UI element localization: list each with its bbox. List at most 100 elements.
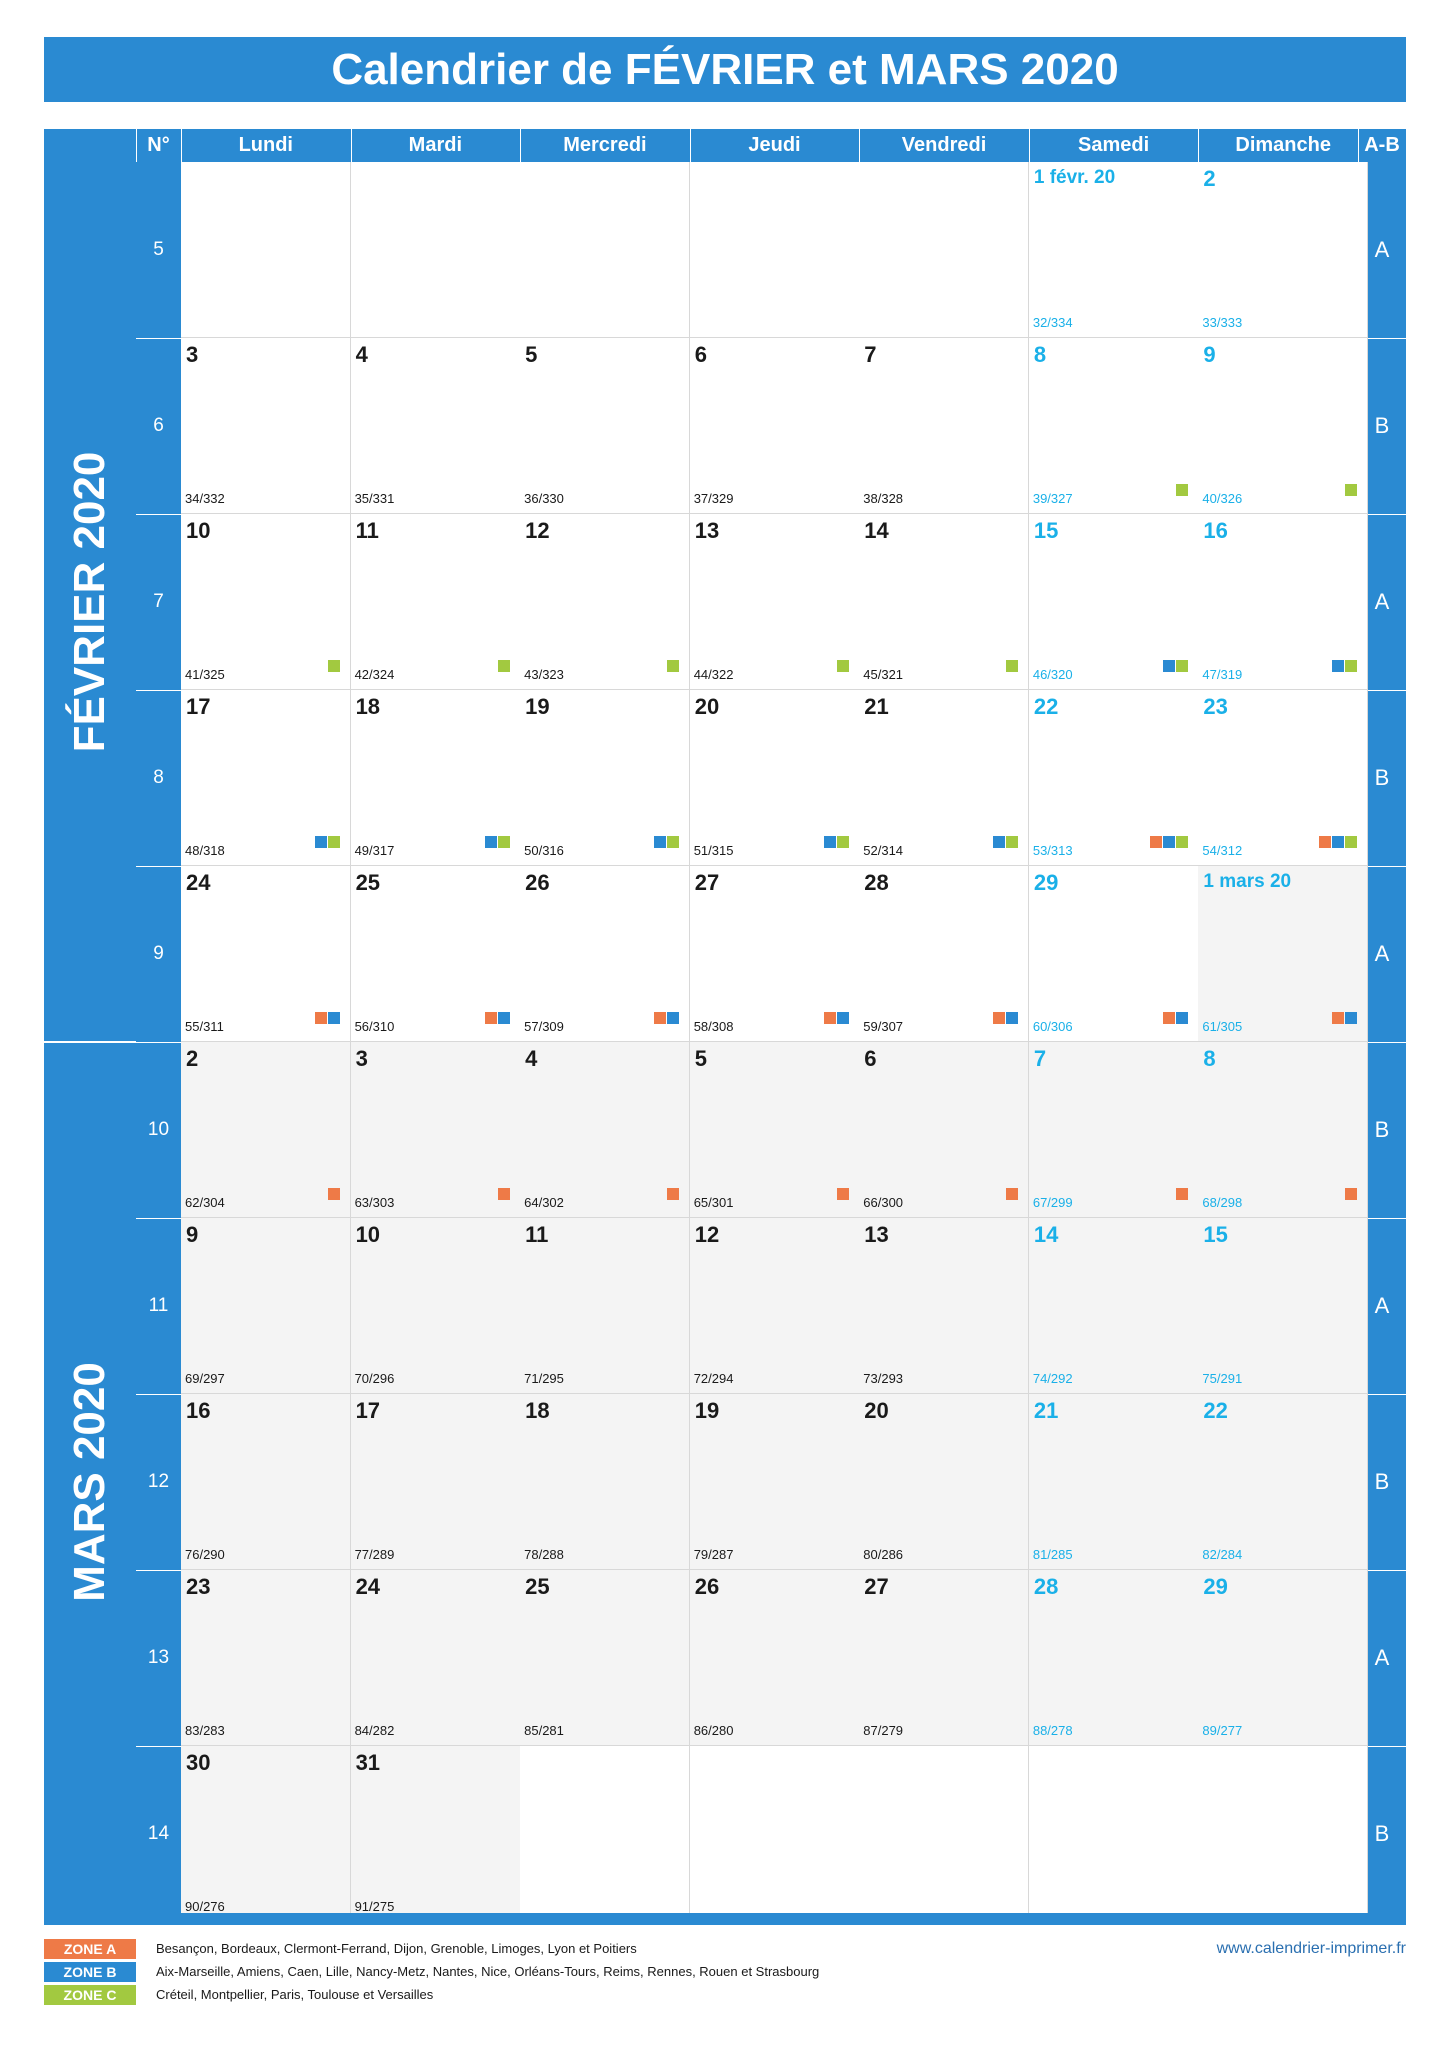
day-number: 15 bbox=[1033, 518, 1059, 543]
day-number: 23 bbox=[186, 1574, 211, 1599]
day-cell[interactable]: 26 86/280 bbox=[689, 1570, 860, 1746]
day-cell[interactable]: 6 37/329 bbox=[689, 338, 860, 514]
day-number: 16 bbox=[1203, 518, 1228, 543]
day-cell[interactable]: 29 60/306 bbox=[1028, 866, 1199, 1042]
day-cell[interactable]: 4 64/302 bbox=[520, 1042, 691, 1218]
zone-c-marker bbox=[836, 836, 849, 848]
day-cell[interactable]: 20 80/286 bbox=[859, 1394, 1030, 1570]
day-cell[interactable]: 7 38/328 bbox=[859, 338, 1030, 514]
day-cell[interactable]: 16 47/319 bbox=[1198, 514, 1369, 690]
day-cell[interactable]: 5 65/301 bbox=[689, 1042, 860, 1218]
day-cell[interactable]: 30 90/276 bbox=[181, 1746, 352, 1922]
day-number: 25 bbox=[355, 870, 381, 895]
day-cell[interactable]: 21 52/314 bbox=[859, 690, 1030, 866]
day-of-year: 72/294 bbox=[693, 1371, 734, 1386]
day-cell[interactable]: 7 67/299 bbox=[1028, 1042, 1199, 1218]
day-cell[interactable]: 15 75/291 bbox=[1198, 1218, 1369, 1394]
day-cell[interactable]: 9 40/326 bbox=[1198, 338, 1369, 514]
zone-c-marker bbox=[667, 836, 680, 848]
day-of-year: 80/286 bbox=[863, 1547, 904, 1562]
day-cell[interactable]: 1 mars 20 61/305 bbox=[1198, 866, 1369, 1042]
day-number: 17 bbox=[186, 694, 211, 719]
week-number: 14 bbox=[136, 1746, 181, 1922]
zone-badge: ZONE C bbox=[44, 1985, 136, 2005]
row-separator bbox=[1358, 1746, 1406, 1747]
day-cell[interactable]: 17 77/289 bbox=[350, 1394, 521, 1570]
zone-a-marker bbox=[315, 1012, 328, 1024]
row-separator bbox=[136, 1746, 181, 1747]
row-separator bbox=[1358, 1394, 1406, 1395]
zone-b-marker bbox=[484, 836, 497, 848]
header-day-3: Mercredi bbox=[563, 134, 647, 156]
day-cell[interactable]: 12 72/294 bbox=[689, 1218, 860, 1394]
day-cell[interactable]: 22 53/313 bbox=[1028, 690, 1199, 866]
header-day-4: Jeudi bbox=[748, 134, 801, 156]
day-number: 24 bbox=[186, 870, 211, 895]
day-cell[interactable]: 3 63/303 bbox=[350, 1042, 521, 1218]
day-cell[interactable]: 18 49/317 bbox=[350, 690, 521, 866]
day-cell[interactable]: 1 févr. 20 32/334 bbox=[1028, 162, 1199, 338]
day-cell[interactable]: 29 89/277 bbox=[1198, 1570, 1369, 1746]
day-cell[interactable]: 27 58/308 bbox=[689, 866, 860, 1042]
day-cell[interactable]: 27 87/279 bbox=[859, 1570, 1030, 1746]
day-cell[interactable]: 2 33/333 bbox=[1198, 162, 1369, 338]
day-cell[interactable]: 6 66/300 bbox=[859, 1042, 1030, 1218]
day-cell[interactable]: 12 43/323 bbox=[520, 514, 691, 690]
calendar-grid: N° Lundi Mardi Mercredi Jeudi Vendredi Samedi D… bbox=[44, 129, 1406, 1924]
day-cell[interactable]: 3 34/332 bbox=[181, 338, 352, 514]
day-cell[interactable]: 2 62/304 bbox=[181, 1042, 352, 1218]
website-link[interactable]: www.calendrier-imprimer.fr bbox=[1216, 1940, 1406, 1957]
day-cell[interactable]: 24 55/311 bbox=[181, 866, 352, 1042]
day-cell[interactable]: 19 79/287 bbox=[689, 1394, 860, 1570]
day-cell[interactable]: 17 48/318 bbox=[181, 690, 352, 866]
day-cell[interactable]: 13 44/322 bbox=[689, 514, 860, 690]
day-cell[interactable]: 10 70/296 bbox=[350, 1218, 521, 1394]
day-cell[interactable]: 26 57/309 bbox=[520, 866, 691, 1042]
day-cell[interactable]: 13 73/293 bbox=[859, 1218, 1030, 1394]
day-cell[interactable]: 16 76/290 bbox=[181, 1394, 352, 1570]
day-cell[interactable]: 25 56/310 bbox=[350, 866, 521, 1042]
zone-a-marker bbox=[328, 1188, 341, 1200]
day-cell[interactable]: 22 82/284 bbox=[1198, 1394, 1369, 1570]
week-number: 10 bbox=[136, 1042, 181, 1218]
day-cell[interactable]: 4 35/331 bbox=[350, 338, 521, 514]
day-number: 1 févr. 20 bbox=[1033, 167, 1116, 188]
day-cell[interactable]: 11 42/324 bbox=[350, 514, 521, 690]
row-separator bbox=[136, 514, 181, 515]
zone-b-marker bbox=[1162, 660, 1175, 672]
empty-day-cell bbox=[859, 1746, 1030, 1922]
day-cell[interactable]: 23 83/283 bbox=[181, 1570, 352, 1746]
zone-c-marker bbox=[1345, 836, 1358, 848]
day-cell[interactable]: 24 84/282 bbox=[350, 1570, 521, 1746]
day-cell[interactable]: 28 59/307 bbox=[859, 866, 1030, 1042]
day-cell[interactable]: 19 50/316 bbox=[520, 690, 691, 866]
day-cell[interactable]: 10 41/325 bbox=[181, 514, 352, 690]
day-cell[interactable]: 21 81/285 bbox=[1028, 1394, 1199, 1570]
day-cell[interactable]: 15 46/320 bbox=[1028, 514, 1199, 690]
day-cell[interactable]: 31 91/275 bbox=[350, 1746, 521, 1922]
day-of-year: 76/290 bbox=[185, 1547, 225, 1562]
day-cell[interactable]: 23 54/312 bbox=[1198, 690, 1369, 866]
day-cell[interactable]: 14 74/292 bbox=[1028, 1218, 1199, 1394]
day-number: 22 bbox=[1033, 694, 1059, 719]
row-separator bbox=[136, 338, 181, 339]
zone-c-marker bbox=[1175, 836, 1188, 848]
day-cell[interactable]: 18 78/288 bbox=[520, 1394, 691, 1570]
day-cell[interactable]: 9 69/297 bbox=[181, 1218, 352, 1394]
day-cell[interactable]: 8 39/327 bbox=[1028, 338, 1199, 514]
day-cell[interactable]: 20 51/315 bbox=[689, 690, 860, 866]
row-separator bbox=[136, 690, 181, 691]
day-cell[interactable]: 25 85/281 bbox=[520, 1570, 691, 1746]
header-separator bbox=[1198, 129, 1200, 162]
day-number: 21 bbox=[1033, 1398, 1059, 1423]
zone-b-marker bbox=[1006, 1012, 1019, 1024]
holiday-zones bbox=[1175, 484, 1188, 496]
day-cell[interactable]: 5 36/330 bbox=[520, 338, 691, 514]
day-of-year: 38/328 bbox=[863, 491, 904, 506]
day-cell[interactable]: 14 45/321 bbox=[859, 514, 1030, 690]
row-separator bbox=[1358, 1042, 1406, 1043]
zone-a-marker bbox=[1006, 1188, 1019, 1200]
day-cell[interactable]: 8 68/298 bbox=[1198, 1042, 1369, 1218]
day-cell[interactable]: 11 71/295 bbox=[520, 1218, 691, 1394]
day-cell[interactable]: 28 88/278 bbox=[1028, 1570, 1199, 1746]
